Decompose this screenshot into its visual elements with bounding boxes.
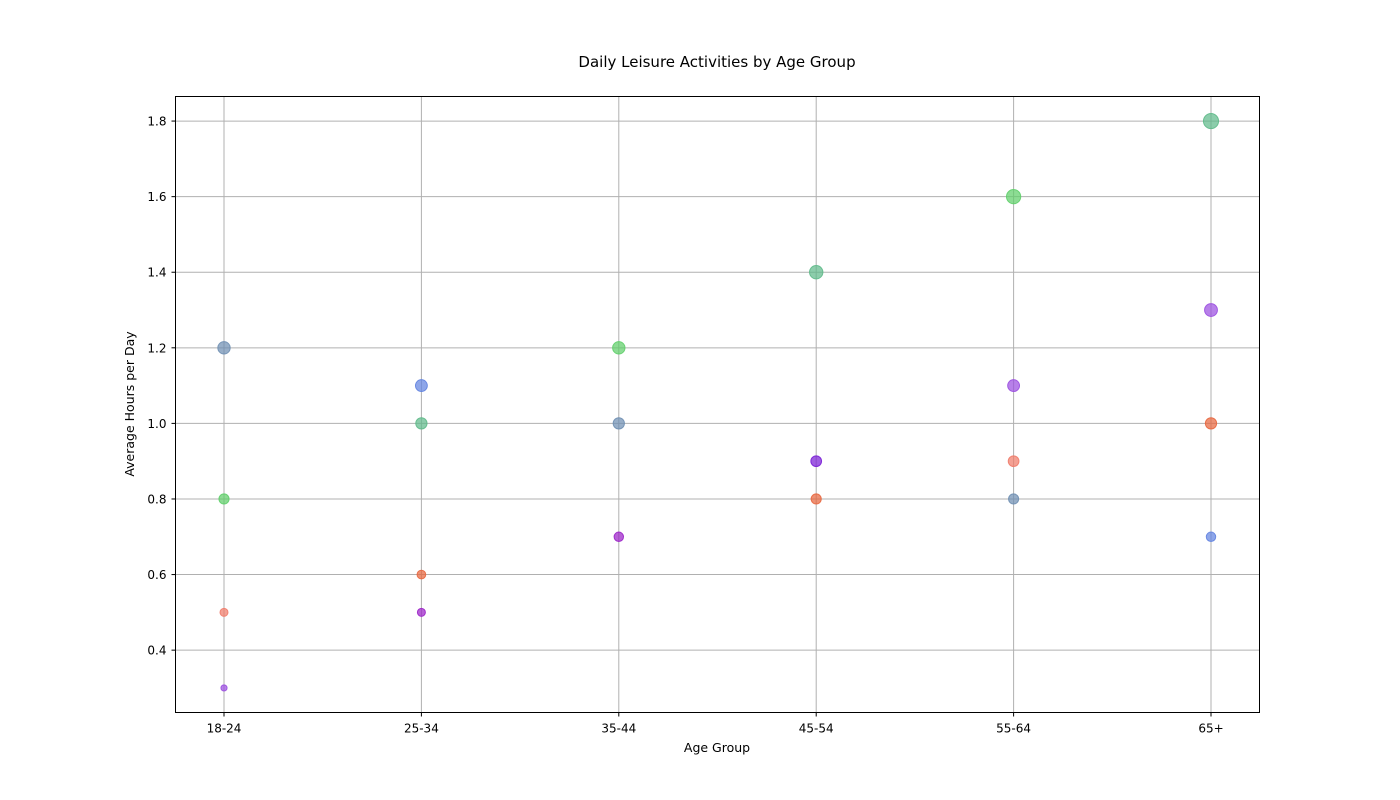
data-point (416, 569, 427, 580)
data-point (810, 455, 823, 468)
data-point (1205, 531, 1217, 542)
x-tick-label: 45-54 (799, 722, 834, 736)
data-point (1008, 493, 1020, 505)
data-point (1007, 455, 1020, 468)
x-tick-label: 35-44 (601, 722, 636, 736)
data-point (218, 493, 230, 505)
data-point (220, 684, 228, 692)
y-tick-label: 0.6 (147, 568, 166, 582)
x-tick-label: 25-34 (404, 722, 439, 736)
data-points (217, 112, 1220, 692)
data-point (415, 417, 428, 430)
y-tick-label: 1.2 (147, 341, 166, 355)
data-point (1204, 303, 1218, 317)
y-tick-label: 0.8 (147, 492, 166, 506)
y-axis-label: Average Hours per Day (122, 331, 137, 477)
data-point (1007, 379, 1021, 393)
data-point (1204, 417, 1218, 430)
y-tick-label: 1.4 (147, 266, 166, 280)
data-point (217, 341, 231, 355)
plot-frame (175, 96, 1260, 713)
y-tick-label: 1.8 (147, 115, 166, 129)
y-tick-label: 0.4 (147, 644, 166, 658)
data-point (612, 341, 626, 355)
grid-lines (175, 96, 1260, 713)
chart-title: Daily Leisure Activities by Age Group (578, 53, 855, 71)
data-point (414, 379, 428, 393)
data-point (809, 265, 824, 280)
data-point (613, 531, 625, 542)
data-point (219, 607, 229, 617)
y-tick-label: 1.0 (147, 417, 166, 431)
x-tick-label: 65+ (1198, 722, 1223, 736)
data-point (416, 607, 426, 617)
data-point (1005, 189, 1022, 205)
x-tick-label: 55-64 (996, 722, 1031, 736)
data-point (1202, 112, 1220, 130)
data-point (810, 493, 822, 505)
axis-ticks: 18-24 25-34 35-44 45-54 55-64 65+ 0.4 0.6 0.8 1.0… (147, 115, 1223, 736)
x-axis-label: Age Group (684, 740, 750, 755)
x-tick-label: 18-24 (207, 722, 242, 736)
data-point (612, 417, 625, 430)
y-tick-label: 1.6 (147, 190, 166, 204)
